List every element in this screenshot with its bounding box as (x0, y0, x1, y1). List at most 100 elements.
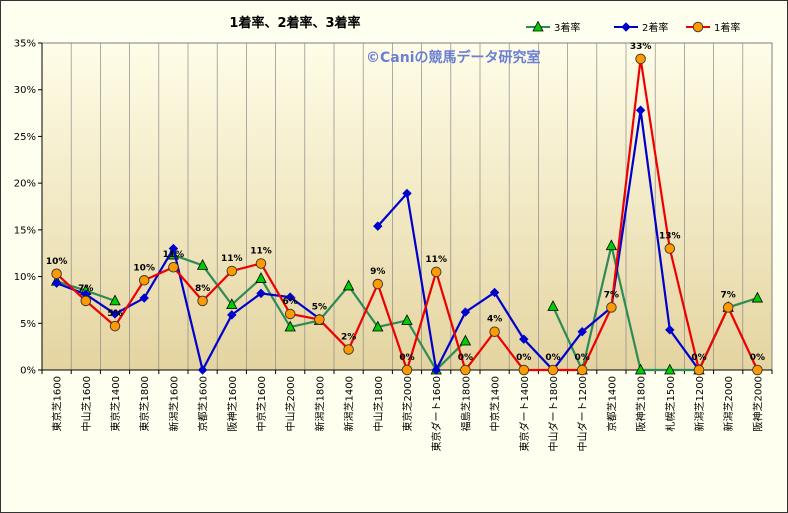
data-point (722, 302, 734, 313)
x-tick-label: 京都芝1400 (605, 376, 618, 431)
data-point (532, 20, 544, 32)
data-point (431, 365, 441, 375)
data-label: 7% (721, 290, 736, 300)
data-point (168, 243, 179, 254)
data-point (460, 307, 471, 317)
data-label: 11% (221, 254, 243, 264)
data-point (664, 363, 676, 375)
data-point (576, 364, 588, 376)
data-label: 10% (46, 257, 68, 267)
series-circle (51, 53, 763, 376)
y-tick-label: 35% (14, 39, 36, 50)
x-axis: 東京芝1600 中山芝1600 東京芝1400 東京芝1800 新潟芝1600 京都芝16… (41, 369, 773, 451)
data-point (197, 365, 208, 375)
y-tick-label: 25% (14, 132, 36, 143)
legend-item: 2着率 (614, 21, 668, 34)
data-point (402, 188, 412, 199)
data-point (255, 272, 267, 283)
x-tick-label: 福島芝1800 (459, 376, 472, 431)
data-label: 0% (458, 353, 473, 363)
data-point (109, 294, 121, 306)
data-point (51, 268, 62, 280)
data-label: 0% (750, 353, 765, 363)
data-point (168, 261, 179, 273)
data-point (752, 364, 763, 376)
x-tick-label: 京都芝1600 (197, 376, 210, 431)
x-tick-label: 中山芝2000 (284, 376, 297, 431)
data-point (139, 293, 149, 303)
legend-item: 1着率 (686, 21, 740, 34)
data-point (110, 309, 120, 319)
data-point (635, 105, 646, 115)
y-tick-label: 0% (20, 366, 36, 377)
x-tick-label: 中京芝1600 (255, 376, 268, 431)
data-point (255, 258, 267, 269)
series-line (376, 110, 700, 374)
legend-item: 3着率 (526, 20, 580, 34)
data-point (372, 278, 384, 290)
y-tick-label: 20% (14, 179, 36, 190)
data-point (635, 53, 646, 65)
data-point (547, 300, 559, 311)
x-tick-label: 中山芝1800 (372, 376, 385, 431)
data-point (751, 291, 764, 303)
data-point (314, 314, 325, 325)
data-point (577, 326, 587, 337)
data-point (430, 266, 442, 278)
data-label: 0% (516, 353, 531, 363)
data-label: 13% (659, 232, 681, 242)
legend-label: 2着率 (642, 21, 668, 34)
x-tick-label: 阪神芝2000 (751, 376, 764, 431)
data-label: 7% (604, 290, 619, 300)
y-tick-label: 5% (20, 319, 36, 330)
data-label: 6% (283, 297, 298, 307)
x-tick-label: 東京ダート1600 (430, 376, 443, 451)
data-point (284, 320, 296, 332)
y-tick-label: 15% (14, 225, 36, 236)
x-tick-label: 中山芝1600 (80, 376, 93, 431)
data-point (138, 275, 150, 286)
data-point (459, 334, 472, 346)
data-label: 11% (250, 246, 272, 256)
x-tick-label: 中山ダート1200 (576, 376, 589, 451)
x-tick-label: 阪神芝1600 (226, 376, 239, 431)
data-point (634, 363, 647, 375)
data-label: 10% (133, 263, 155, 273)
data-point (621, 22, 631, 32)
data-point (401, 364, 413, 376)
x-tick-label: 中京芝1400 (489, 376, 502, 431)
x-tick-label: 新潟芝1600 (167, 376, 180, 431)
data-point (606, 302, 617, 313)
series-layer (50, 53, 764, 376)
series-line (56, 245, 321, 374)
data-label: 8% (195, 284, 210, 294)
data-point (343, 344, 354, 355)
x-tick-label: 阪神芝1800 (635, 376, 648, 431)
data-label: 0% (545, 353, 560, 363)
data-label: 0% (691, 353, 706, 363)
y-tick-label: 10% (14, 272, 36, 283)
data-point (665, 325, 675, 335)
x-tick-label: 新潟芝1200 (693, 376, 706, 431)
x-tick-label: 東京芝1600 (51, 376, 64, 431)
x-tick-label: 新潟芝1800 (313, 376, 326, 431)
data-label: 5% (312, 303, 327, 313)
data-point (489, 326, 500, 337)
y-tick-label: 30% (14, 85, 36, 96)
data-point (284, 308, 296, 320)
data-point (401, 314, 413, 325)
data-point (547, 364, 559, 376)
data-point (692, 21, 704, 33)
data-label: 2% (341, 332, 356, 342)
legend: 3着率 2着率 1着率 (526, 20, 740, 34)
data-point (518, 364, 530, 376)
data-label: 9% (370, 267, 385, 277)
y-axis: 0% 5% 10% 15% 20% 25% 30% 35% (14, 39, 43, 377)
data-label: 11% (425, 255, 447, 265)
data-label: 11% (163, 250, 185, 260)
x-tick-label: 東京芝1800 (138, 376, 151, 431)
data-point (256, 288, 266, 299)
data-point (519, 334, 529, 344)
data-point (460, 364, 471, 376)
